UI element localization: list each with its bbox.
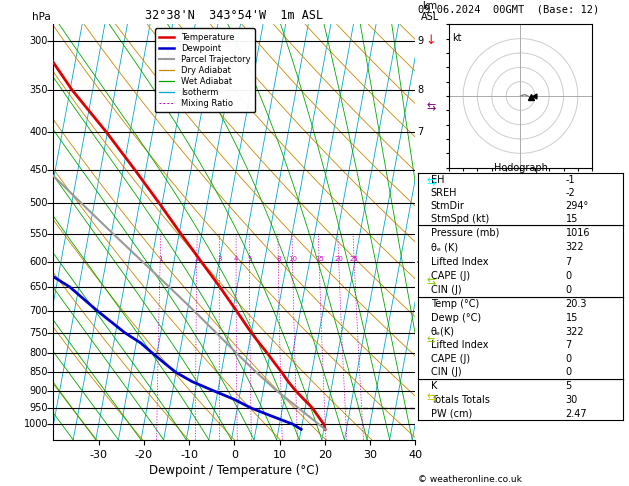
- Text: 15: 15: [314, 256, 323, 262]
- Text: 5: 5: [247, 256, 252, 262]
- Text: 800: 800: [30, 348, 48, 358]
- Text: 1016: 1016: [565, 228, 590, 238]
- Text: 9: 9: [417, 35, 423, 46]
- Text: 15: 15: [565, 313, 578, 323]
- Text: 7: 7: [565, 340, 572, 350]
- Text: 500: 500: [30, 198, 48, 208]
- Text: 950: 950: [30, 403, 48, 413]
- Text: 09.06.2024  00GMT  (Base: 12): 09.06.2024 00GMT (Base: 12): [418, 5, 599, 15]
- Text: Most Unstable: Most Unstable: [486, 215, 555, 225]
- Text: 8: 8: [276, 256, 281, 262]
- Text: 2: 2: [194, 256, 199, 262]
- Text: 25: 25: [350, 256, 359, 262]
- Text: 850: 850: [30, 367, 48, 378]
- Text: EH: EH: [430, 175, 444, 185]
- Text: 700: 700: [30, 306, 48, 315]
- Text: 322: 322: [565, 327, 584, 337]
- Text: 2: 2: [417, 348, 423, 358]
- Text: LCL: LCL: [417, 403, 433, 413]
- Text: CIN (J): CIN (J): [430, 285, 461, 295]
- Text: StmSpd (kt): StmSpd (kt): [430, 214, 489, 224]
- Text: kt: kt: [452, 33, 461, 43]
- Text: 400: 400: [30, 127, 48, 138]
- Text: 450: 450: [30, 165, 48, 175]
- Text: ↓: ↓: [426, 35, 436, 48]
- Text: 294°: 294°: [565, 201, 589, 211]
- Text: Lifted Index: Lifted Index: [430, 257, 488, 267]
- Text: 3: 3: [217, 256, 221, 262]
- Text: 4: 4: [417, 257, 423, 266]
- Text: 8: 8: [417, 85, 423, 95]
- Text: CAPE (J): CAPE (J): [430, 354, 470, 364]
- Text: 5: 5: [565, 381, 572, 391]
- X-axis label: Dewpoint / Temperature (°C): Dewpoint / Temperature (°C): [149, 464, 320, 477]
- Text: Surface: Surface: [502, 287, 539, 297]
- Text: Dewp (°C): Dewp (°C): [430, 313, 481, 323]
- Text: km
ASL: km ASL: [420, 1, 439, 22]
- Text: θₑ (K): θₑ (K): [430, 243, 458, 252]
- Text: 550: 550: [30, 229, 48, 239]
- Text: Lifted Index: Lifted Index: [430, 340, 488, 350]
- Text: ⇆: ⇆: [426, 103, 435, 112]
- Legend: Temperature, Dewpoint, Parcel Trajectory, Dry Adiabat, Wet Adiabat, Isotherm, Mi: Temperature, Dewpoint, Parcel Trajectory…: [155, 29, 255, 112]
- Text: 5: 5: [417, 229, 423, 239]
- Text: -2: -2: [565, 188, 576, 198]
- Text: 650: 650: [30, 282, 48, 292]
- Text: 1000: 1000: [23, 419, 48, 429]
- Text: 7: 7: [417, 127, 423, 138]
- Text: 1: 1: [158, 256, 162, 262]
- Text: 30: 30: [565, 395, 577, 405]
- Text: hPa: hPa: [32, 12, 50, 22]
- Text: 7: 7: [565, 257, 572, 267]
- Text: 1: 1: [417, 386, 423, 396]
- Text: 350: 350: [30, 85, 48, 95]
- Text: 3: 3: [417, 306, 423, 315]
- Text: θₑ(K): θₑ(K): [430, 327, 455, 337]
- Text: © weatheronline.co.uk: © weatheronline.co.uk: [418, 474, 522, 484]
- Title: 32°38'N  343°54'W  1m ASL: 32°38'N 343°54'W 1m ASL: [145, 9, 323, 22]
- Text: 6: 6: [417, 198, 423, 208]
- Text: Mixing Ratio (g/kg): Mixing Ratio (g/kg): [443, 186, 453, 278]
- Text: ⇆: ⇆: [426, 393, 435, 403]
- Text: 2.47: 2.47: [565, 409, 587, 419]
- Text: Totals Totals: Totals Totals: [430, 395, 489, 405]
- Text: 750: 750: [30, 328, 48, 338]
- Text: ⇆: ⇆: [426, 277, 435, 287]
- Text: PW (cm): PW (cm): [430, 409, 472, 419]
- Text: 0: 0: [565, 285, 572, 295]
- Text: 20.3: 20.3: [565, 299, 587, 310]
- Text: SREH: SREH: [430, 188, 457, 198]
- Text: ⇆: ⇆: [426, 177, 435, 187]
- Text: Pressure (mb): Pressure (mb): [430, 228, 499, 238]
- Text: 0: 0: [565, 271, 572, 281]
- Text: Temp (°C): Temp (°C): [430, 299, 479, 310]
- Text: 4: 4: [234, 256, 238, 262]
- Text: 600: 600: [30, 257, 48, 266]
- Text: StmDir: StmDir: [430, 201, 464, 211]
- Text: Hodograph: Hodograph: [494, 162, 547, 173]
- Text: 20: 20: [334, 256, 343, 262]
- Text: K: K: [430, 381, 437, 391]
- Text: 15: 15: [565, 214, 578, 224]
- Text: 0: 0: [565, 354, 572, 364]
- Text: CAPE (J): CAPE (J): [430, 271, 470, 281]
- Text: ⇆: ⇆: [427, 335, 435, 345]
- Text: 10: 10: [288, 256, 297, 262]
- Text: 0: 0: [565, 367, 572, 378]
- Text: -1: -1: [565, 175, 575, 185]
- Text: CIN (J): CIN (J): [430, 367, 461, 378]
- Text: 322: 322: [565, 243, 584, 252]
- Text: 900: 900: [30, 386, 48, 396]
- Text: 300: 300: [30, 35, 48, 46]
